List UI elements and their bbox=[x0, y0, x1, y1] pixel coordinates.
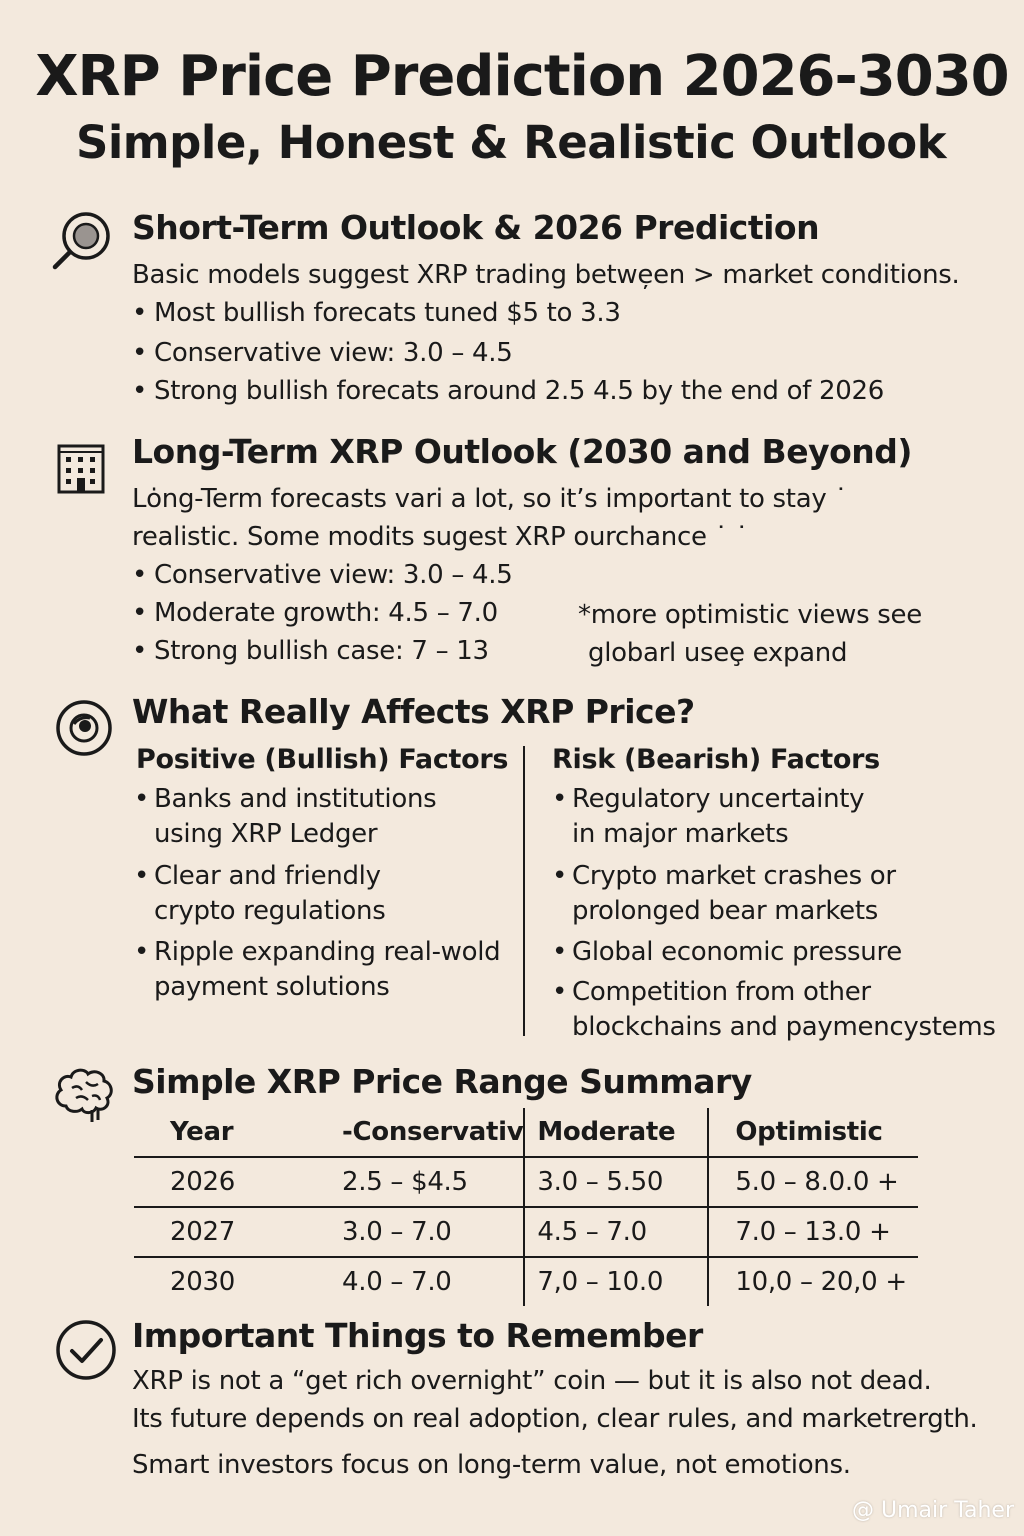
list-item: • Competition from other blockchains and … bbox=[552, 977, 996, 1042]
list-item: • Strong bullish forecats around 2.5 4.5 … bbox=[132, 376, 884, 406]
building-icon bbox=[57, 444, 105, 494]
list-item: • Clear and friendly crypto regulations bbox=[134, 861, 386, 926]
optimistic-note-line: *more optimistic views see bbox=[578, 600, 922, 630]
summary-heading: Simple XRP Price Range Summary bbox=[132, 1062, 752, 1101]
list-item: • Moderate growth: 4.5 – 7.0 bbox=[132, 598, 498, 628]
page-title: XRP Price Prediction 2026-3030 bbox=[35, 44, 1009, 109]
short-term-heading: Short-Term Outlook & 2026 Prediction bbox=[132, 208, 820, 247]
table-cell: 2027 bbox=[134, 1207, 330, 1258]
short-term-intro: Basic models suggest XRP trading betwe̦e… bbox=[132, 260, 960, 290]
page-subtitle: Simple, Honest & Realistic Outlook bbox=[75, 116, 947, 169]
table-cell: 2026 bbox=[134, 1157, 330, 1208]
remember-line: XRP is not a “get rich overnight” coin —… bbox=[132, 1366, 932, 1396]
table-cell: 10,0 – 20,0 + bbox=[735, 1267, 907, 1297]
table-row: 2030 4.0 – 7.0 7,0 – 10.0 10,0 – 20,0 + bbox=[134, 1257, 918, 1306]
list-item: • Crypto market crashes or prolonged bear… bbox=[552, 861, 896, 926]
brain-icon bbox=[55, 1068, 113, 1122]
table-cell: 5.0 – 8.0.0 + bbox=[708, 1157, 918, 1208]
table-cell: 3.0 – 7.0 bbox=[330, 1207, 526, 1258]
factors-heading: What Really Affects XRP Price? bbox=[132, 692, 695, 731]
author-watermark: @ Umair Taher bbox=[852, 1498, 1014, 1523]
list-item: • Conservative view: 3.0 – 4.5 bbox=[132, 560, 513, 590]
column-header: Year bbox=[134, 1108, 330, 1158]
table-cell: 7.0 – 13.0 + bbox=[708, 1207, 918, 1258]
remember-line: Smart investors focus on long-term value… bbox=[132, 1450, 851, 1480]
table-row: 2027 3.0 – 7.0 4.5 – 7.0 7.0 – 13.0 + bbox=[134, 1207, 918, 1258]
long-term-heading: Long-Term XRP Outlook (2030 and Beyond) bbox=[132, 432, 912, 471]
positive-factors-heading: Positive (Bullish) Factors bbox=[136, 744, 509, 775]
magnifier-icon bbox=[52, 212, 110, 270]
list-item: • Most bullish forecats tuned $5 to 3.3 bbox=[132, 298, 621, 328]
list-item: • Ripple expanding real-wold payment solu… bbox=[134, 937, 501, 1002]
table-cell: 4.5 – 7.0 bbox=[524, 1207, 710, 1258]
column-header: Optimistic bbox=[708, 1108, 918, 1158]
price-range-table: Year -Conservativ Moderate Optimistic 20… bbox=[134, 1108, 918, 1306]
list-item: • Conservative view: 3.0 – 4.5 bbox=[132, 338, 513, 368]
list-item: • Strong bullish case: 7 – 13 bbox=[132, 636, 489, 666]
long-term-intro-line: Lȯng-Term forecasts vari a lot, so it’s … bbox=[132, 484, 848, 514]
table-cell: 7,0 – 10.0 bbox=[524, 1257, 710, 1306]
table-cell: 3.0 – 5.50 bbox=[524, 1157, 710, 1208]
optimistic-note-line: globarl useȩ expand bbox=[588, 638, 848, 668]
column-divider bbox=[523, 746, 525, 1036]
list-item: • Global economic pressure bbox=[552, 937, 903, 967]
column-header: Moderate bbox=[524, 1108, 710, 1158]
target-icon bbox=[56, 700, 112, 756]
table-header-row: Year -Conservativ Moderate Optimistic bbox=[134, 1108, 918, 1158]
table-cell: 4.0 – 7.0 bbox=[330, 1257, 526, 1306]
list-item: • Regulatory uncertainty in major markets bbox=[552, 784, 865, 849]
list-item: • Banks and institutions using XRP Ledger bbox=[134, 784, 437, 849]
table-row: 2026 2.5 – $4.5 3.0 – 5.50 5.0 – 8.0.0 + bbox=[134, 1157, 918, 1208]
long-term-intro-line: realistic. Some modits sugest XRP ourcha… bbox=[132, 522, 749, 552]
remember-heading: Important Things to Remember bbox=[132, 1316, 703, 1355]
risk-factors-heading: Risk (Bearish) Factors bbox=[552, 744, 880, 775]
table-cell: 2.5 – $4.5 bbox=[330, 1157, 526, 1208]
checkmark-icon bbox=[56, 1320, 116, 1380]
column-header: -Conservativ bbox=[330, 1108, 526, 1158]
table-cell: 2030 bbox=[170, 1267, 235, 1297]
remember-line: Its future depends on real adoption, cle… bbox=[132, 1404, 978, 1434]
